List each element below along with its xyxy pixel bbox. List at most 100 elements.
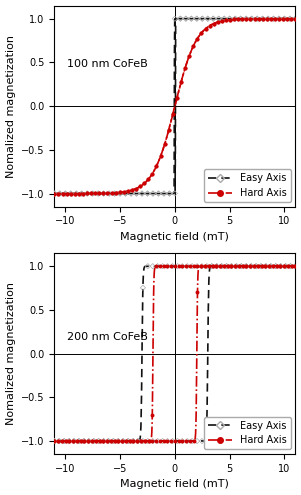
- Point: [112, 190, 117, 198]
- Point: [187, 52, 192, 60]
- Point: [259, 262, 263, 270]
- Point: [123, 437, 128, 445]
- Point: [129, 190, 133, 198]
- Point: [289, 262, 294, 270]
- Point: [85, 190, 89, 198]
- Point: [175, 94, 179, 102]
- Point: [134, 185, 138, 193]
- Point: [135, 437, 140, 445]
- Point: [105, 189, 110, 197]
- Point: [244, 15, 249, 23]
- X-axis label: Magnetic field (mT): Magnetic field (mT): [120, 480, 229, 490]
- Point: [63, 437, 68, 445]
- Point: [172, 437, 177, 445]
- Point: [176, 262, 181, 270]
- Point: [142, 180, 147, 188]
- Point: [293, 262, 298, 270]
- Point: [233, 262, 237, 270]
- Point: [228, 16, 232, 24]
- Point: [203, 262, 207, 270]
- Point: [56, 190, 61, 198]
- Point: [145, 437, 150, 445]
- Point: [146, 437, 151, 445]
- Point: [162, 140, 167, 148]
- Point: [112, 437, 117, 445]
- Point: [214, 262, 219, 270]
- Point: [52, 190, 57, 198]
- Point: [180, 437, 185, 445]
- Point: [263, 262, 268, 270]
- Point: [289, 15, 294, 23]
- Point: [274, 262, 279, 270]
- Point: [135, 437, 140, 445]
- Point: [282, 15, 287, 23]
- Point: [106, 437, 111, 445]
- Point: [222, 15, 227, 23]
- Point: [167, 190, 172, 198]
- Legend: Easy Axis, Hard Axis: Easy Axis, Hard Axis: [204, 169, 290, 202]
- Point: [229, 262, 234, 270]
- X-axis label: Magnetic field (mT): Magnetic field (mT): [120, 232, 229, 242]
- Point: [123, 437, 128, 445]
- Point: [101, 437, 106, 445]
- Point: [116, 437, 121, 445]
- Point: [121, 437, 126, 445]
- Point: [157, 262, 162, 270]
- Point: [210, 262, 215, 270]
- Point: [248, 15, 253, 23]
- Point: [285, 15, 290, 23]
- Point: [97, 437, 102, 445]
- Point: [189, 15, 194, 23]
- Point: [207, 22, 212, 30]
- Point: [79, 190, 84, 198]
- Point: [101, 190, 106, 198]
- Point: [170, 110, 175, 118]
- Point: [60, 190, 65, 198]
- Legend: Easy Axis, Hard Axis: Easy Axis, Hard Axis: [204, 417, 290, 449]
- Point: [194, 15, 199, 23]
- Point: [56, 437, 61, 445]
- Point: [255, 262, 260, 270]
- Point: [129, 190, 133, 198]
- Point: [260, 15, 265, 23]
- Point: [165, 262, 170, 270]
- Point: [205, 15, 210, 23]
- Point: [249, 15, 254, 23]
- Point: [254, 262, 259, 270]
- Point: [263, 262, 268, 270]
- Point: [183, 64, 188, 72]
- Point: [281, 15, 286, 23]
- Point: [200, 15, 205, 23]
- Point: [205, 15, 210, 23]
- Point: [293, 15, 298, 23]
- Point: [91, 437, 96, 445]
- Point: [118, 190, 123, 198]
- Point: [283, 262, 288, 270]
- Point: [180, 262, 185, 270]
- Point: [82, 437, 86, 445]
- Point: [117, 189, 122, 197]
- Point: [74, 190, 79, 198]
- Point: [113, 189, 118, 197]
- Point: [150, 437, 155, 445]
- Point: [172, 190, 177, 198]
- Point: [175, 94, 179, 102]
- Point: [267, 262, 272, 270]
- Point: [72, 190, 77, 198]
- Point: [111, 437, 116, 445]
- Point: [134, 190, 139, 198]
- Point: [138, 437, 143, 445]
- Point: [236, 15, 240, 23]
- Point: [248, 262, 253, 270]
- Point: [184, 262, 189, 270]
- Point: [206, 262, 211, 270]
- Point: [62, 437, 67, 445]
- Point: [268, 262, 273, 270]
- Point: [216, 15, 221, 23]
- Point: [203, 25, 208, 33]
- Point: [140, 190, 144, 198]
- Point: [265, 15, 269, 23]
- Point: [170, 110, 175, 118]
- Point: [200, 437, 204, 445]
- Point: [293, 15, 298, 23]
